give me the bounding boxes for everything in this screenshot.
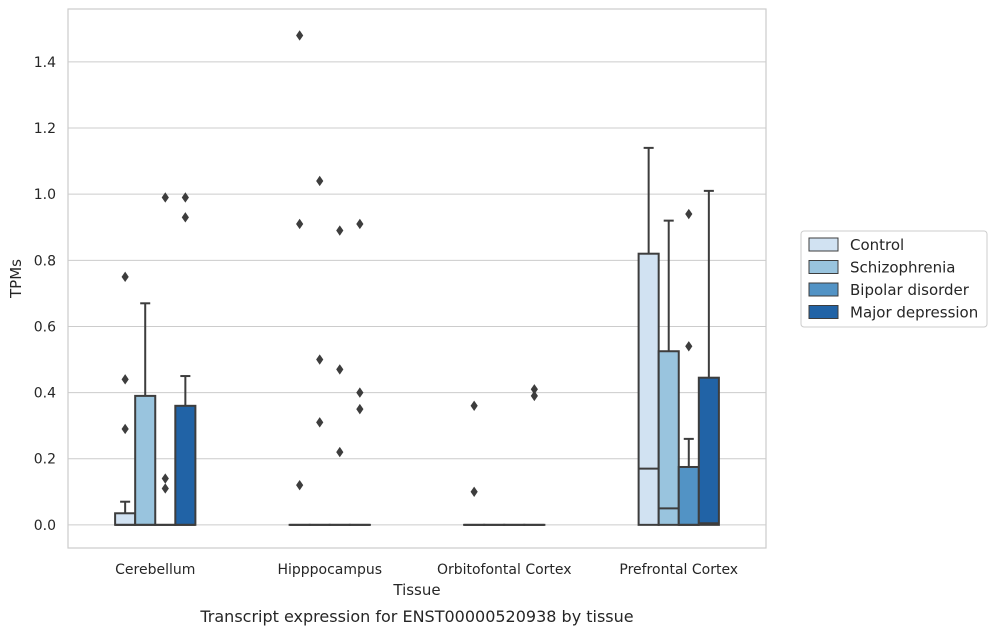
legend-label: Control [850,236,904,254]
plot-frame [67,8,767,549]
box-group [288,30,311,526]
outlier-point [356,387,364,398]
outlier-point [336,364,344,375]
outlier-point [685,208,693,220]
box-group [657,219,680,526]
y-tick-labels: 0.0 0.2 0.4 0.6 0.8 1.0 1.2 1.4 [34,55,56,534]
box-group [308,175,331,526]
outlier-point [296,479,304,491]
y-tick-label: 0.8 [34,253,56,269]
legend: Control Schizophrenia Bipolar disorder Majo… [800,230,988,328]
box-group [174,192,197,526]
outlier-point [316,354,324,365]
legend-swatch [808,305,839,319]
x-tick-labels: Cerebellum Hipppocampus Orbitofontal Corte… [115,562,738,578]
box-iqr [114,512,137,526]
legend-label: Bipolar disorder [850,281,970,299]
box-group [463,400,486,526]
x-tick-label: Prefrontal Cortex [619,562,738,578]
box-group [154,192,177,526]
box-iqr [637,252,660,526]
outlier-point [121,374,129,385]
legend-swatch [808,260,839,274]
y-tick-label: 0.4 [34,386,56,402]
outlier-point [530,384,538,395]
box-group [348,218,371,526]
legend-swatch [808,237,839,252]
outlier-point [161,192,169,203]
x-tick-label: Cerebellum [115,562,195,578]
box-group [114,271,137,526]
y-axis-title: TPMs [7,259,25,299]
outlier-point [316,417,324,428]
outlier-point [470,400,478,412]
legend-label: Major depression [850,304,978,322]
outlier-point [530,390,538,402]
outlier-point [336,225,344,236]
x-tick-label: Hipppocampus [277,562,382,578]
box-group [637,146,660,526]
outlier-point [181,212,189,223]
outlier-point [470,486,478,497]
box-group [523,384,546,526]
outlier-point [296,218,304,230]
box-group [697,189,720,526]
outlier-point [356,218,364,230]
box-iqr [134,394,157,526]
outlier-point [685,341,693,352]
box-iqr [677,465,700,526]
legend-label: Schizophrenia [850,259,955,277]
box-group [677,208,700,526]
box-iqr [174,404,197,526]
y-tick-label: 0.0 [34,518,56,534]
y-tick-label: 1.4 [34,55,56,71]
outlier-point [296,30,304,41]
outlier-point [356,403,364,415]
y-tick-label: 1.0 [34,187,56,203]
outlier-point [336,446,344,458]
outlier-point [121,423,129,435]
outlier-point [161,473,169,484]
y-tick-label: 0.2 [34,452,56,468]
legend-swatch [808,282,839,297]
box-group [328,225,351,526]
boxes [114,30,720,526]
x-tick-label: Orbitofontal Cortex [437,562,572,578]
outlier-point [181,192,189,203]
box-group [134,302,157,526]
outlier-point [161,483,169,494]
outlier-point [316,175,324,187]
box-iqr [697,376,720,526]
box-iqr [657,350,680,526]
legend-frame [800,230,988,328]
chart-caption: Transcript expression for ENST0000052093… [199,607,633,626]
x-axis-title: Tissue [392,581,440,599]
y-tick-label: 0.6 [34,319,56,335]
outlier-point [121,271,129,283]
y-tick-label: 1.2 [34,121,56,137]
